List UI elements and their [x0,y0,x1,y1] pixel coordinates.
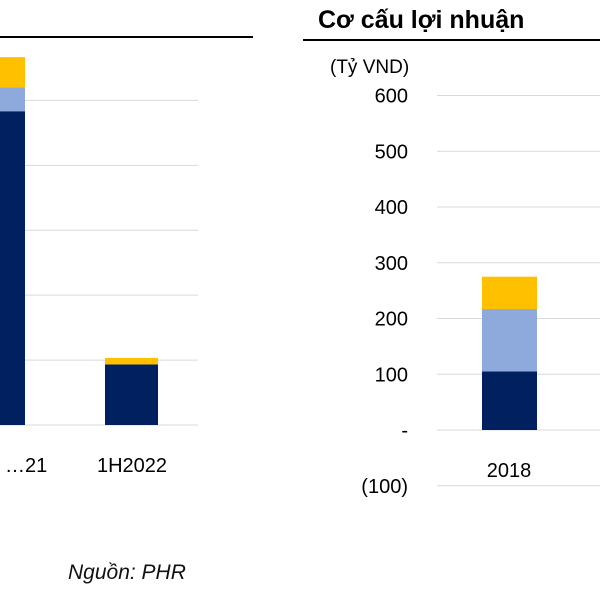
right-y-tick-label: (100) [361,476,408,498]
right-y-tick-label: 300 [375,253,408,275]
right-y-tick-label: - [401,420,408,442]
right-y-tick-label: 400 [375,197,408,219]
right-bar-segment [482,371,537,430]
left-bars [0,57,158,425]
right-x-tick-label-0: 2018 [487,460,532,482]
right-y-tick-labels: 600 500 400 300 200 100 - (100) [361,86,408,498]
left-chart: …21 1H2022 [0,36,253,477]
right-bar-segment [482,309,537,372]
left-bar-segment [105,357,158,365]
right-bar-segment [482,276,537,310]
y-axis-unit-label: (Tỷ VND) [330,57,409,78]
left-bar-segment [0,87,25,112]
right-y-tick-label: 500 [375,141,408,163]
left-bar-segment [0,111,25,425]
left-x-tick-label-0: …21 [5,455,47,477]
left-x-tick-label-1: 1H2022 [97,455,167,477]
source-note: Nguồn: PHR [68,561,186,584]
left-bar-segment [0,57,25,88]
right-chart-title: Cơ cấu lợi nhuận [318,6,524,34]
right-bars [482,276,537,430]
right-y-tick-label: 200 [375,309,408,331]
right-y-tick-label: 600 [375,86,408,108]
left-bar-segment [105,364,158,425]
right-y-tick-label: 100 [375,364,408,386]
right-chart: Cơ cấu lợi nhuận (Tỷ VND) 600 500 400 300 20… [303,6,600,498]
left-gridlines [0,99,198,426]
